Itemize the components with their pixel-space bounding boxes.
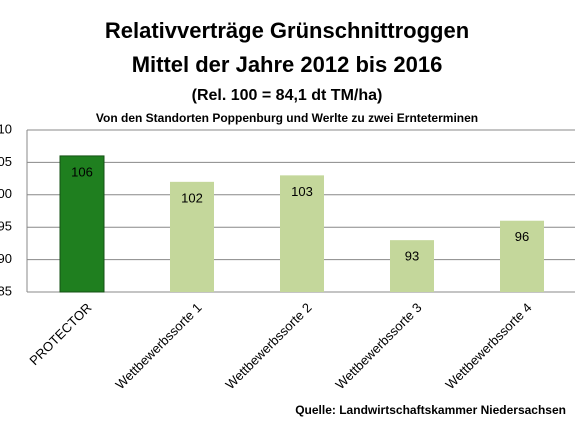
value-label: 102 xyxy=(181,190,203,205)
chart-title: Relativverträge Grünschnittroggen xyxy=(105,18,469,43)
y-tick-label: 105 xyxy=(0,154,12,169)
x-tick-label: Wettbewerbssorte 4 xyxy=(442,300,534,392)
chart-title: Mittel der Jahre 2012 bis 2016 xyxy=(132,52,443,77)
bar xyxy=(59,155,105,293)
bar xyxy=(390,240,434,292)
x-tick-label: PROTECTOR xyxy=(26,300,94,368)
y-tick-label: 95 xyxy=(0,219,12,234)
y-tick-label: 110 xyxy=(0,121,12,136)
value-label: 103 xyxy=(291,184,313,199)
value-label: 106 xyxy=(71,164,93,179)
source: Quelle: Landwirtschaftskammer Niedersach… xyxy=(295,403,566,417)
value-label: 93 xyxy=(405,249,419,264)
value-label: 96 xyxy=(515,229,529,244)
x-tick-label: Wettbewerbssorte 2 xyxy=(222,300,314,392)
bar xyxy=(280,175,324,292)
x-tick-label: Wettbewerbssorte 1 xyxy=(112,300,204,392)
x-tick-label: Wettbewerbssorte 3 xyxy=(332,300,424,392)
y-tick-label: 90 xyxy=(0,251,12,266)
chart-note: (Rel. 100 = 84,1 dt TM/ha) xyxy=(192,87,383,104)
y-tick-label: 85 xyxy=(0,283,12,298)
y-tick-label: 100 xyxy=(0,186,12,201)
chart-subtitle: Von den Standorten Poppenburg und Werlte… xyxy=(96,111,478,125)
bar xyxy=(170,181,214,292)
bar xyxy=(500,220,544,292)
